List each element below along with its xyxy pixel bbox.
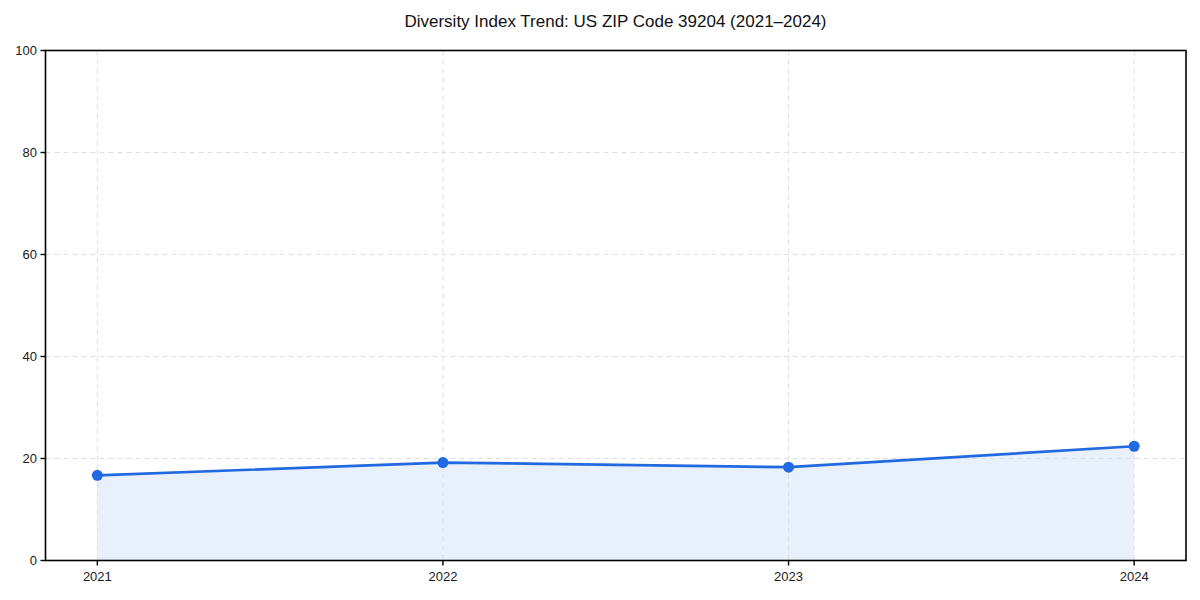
y-tick-label: 100: [15, 43, 37, 58]
y-tick-label: 40: [23, 349, 37, 364]
x-tick-label: 2022: [428, 569, 457, 584]
data-point: [92, 470, 103, 481]
data-point: [783, 462, 794, 473]
data-point: [1129, 441, 1140, 452]
y-tick-label: 0: [30, 553, 37, 568]
area-fill: [97, 446, 1134, 560]
data-point: [437, 457, 448, 468]
x-tick-label: 2023: [774, 569, 803, 584]
x-tick-label: 2024: [1120, 569, 1149, 584]
y-tick-label: 60: [23, 247, 37, 262]
x-tick-label: 2021: [83, 569, 112, 584]
y-tick-label: 20: [23, 451, 37, 466]
y-tick-label: 80: [23, 145, 37, 160]
line-chart-svg: 0 20 40 60 80 100 2021 2022 2023 2024: [0, 0, 1200, 600]
